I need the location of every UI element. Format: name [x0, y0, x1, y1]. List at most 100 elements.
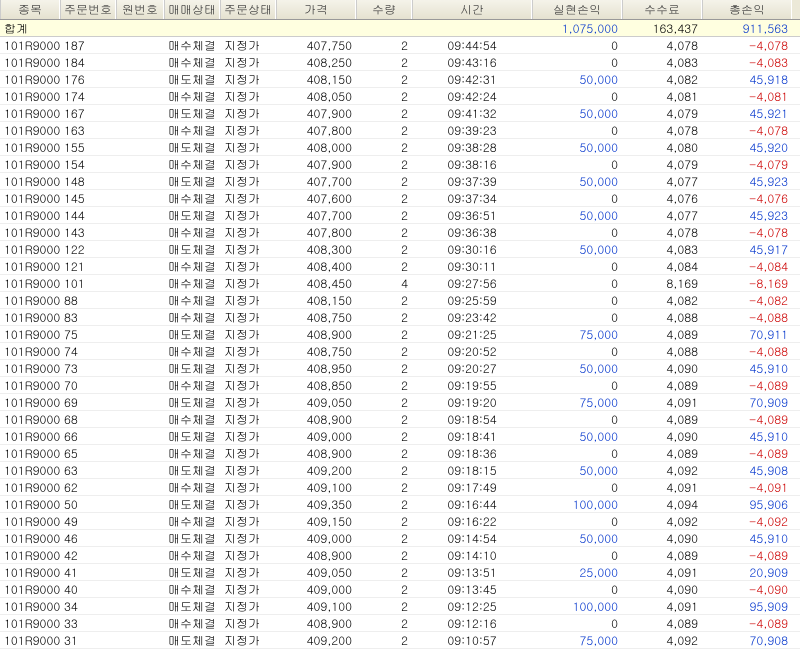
table-row[interactable]: 101R9000143매수체결지정가407,800209:36:3804,078…	[0, 224, 800, 241]
trade-status-cell: 매도체결	[164, 394, 220, 410]
table-row[interactable]: 101R900074매수체결지정가408,750209:20:5204,088-…	[0, 343, 800, 360]
summary-row[interactable]: 합계 1,075,000 163,437 911,563	[0, 20, 800, 37]
table-row[interactable]: 101R900070매수체결지정가408,850209:19:5504,089-…	[0, 377, 800, 394]
order-no-cell: 187	[60, 37, 116, 53]
qty-cell: 2	[356, 530, 412, 546]
trade-status-cell: 매수체결	[164, 224, 220, 240]
table-row[interactable]: 101R900088매수체결지정가408,150209:25:5904,082-…	[0, 292, 800, 309]
order-no-cell: 63	[60, 462, 116, 478]
col-header-8[interactable]: 실현손익	[532, 0, 622, 19]
order-type-cell: 지정가	[220, 326, 276, 342]
trade-status-cell: 매수체결	[164, 479, 220, 495]
table-row[interactable]: 101R9000163매수체결지정가407,800209:39:2304,078…	[0, 122, 800, 139]
table-row[interactable]: 101R9000187매수체결지정가407,750209:44:5404,078…	[0, 37, 800, 54]
price-cell: 409,000	[276, 530, 356, 546]
fee-cell: 4,088	[622, 309, 702, 325]
symbol-cell: 101R9000	[0, 598, 60, 614]
table-row[interactable]: 101R900040매수체결지정가409,000209:13:4504,090-…	[0, 581, 800, 598]
table-row[interactable]: 101R900062매수체결지정가409,100209:17:4904,091-…	[0, 479, 800, 496]
table-row[interactable]: 101R900042매수체결지정가408,900209:14:1004,089-…	[0, 547, 800, 564]
realized-pl-cell: 50,000	[532, 530, 622, 546]
time-cell: 09:21:25	[412, 326, 532, 342]
table-row[interactable]: 101R900073매도체결지정가408,950209:20:2750,0004…	[0, 360, 800, 377]
table-row[interactable]: 101R9000122매도체결지정가408,300209:30:1650,000…	[0, 241, 800, 258]
trade-status-cell: 매수체결	[164, 547, 220, 563]
time-cell: 09:42:31	[412, 71, 532, 87]
qty-cell: 2	[356, 71, 412, 87]
realized-pl-cell: 50,000	[532, 105, 622, 121]
realized-pl-cell: 0	[532, 445, 622, 461]
col-header-6[interactable]: 수량	[356, 0, 412, 19]
table-row[interactable]: 101R900050매도체결지정가409,350209:16:44100,000…	[0, 496, 800, 513]
table-row[interactable]: 101R900065매수체결지정가408,900209:18:3604,089-…	[0, 445, 800, 462]
trade-status-cell: 매수체결	[164, 37, 220, 53]
symbol-cell: 101R9000	[0, 258, 60, 274]
time-cell: 09:19:20	[412, 394, 532, 410]
table-row[interactable]: 101R900049매수체결지정가409,150209:16:2204,092-…	[0, 513, 800, 530]
col-header-5[interactable]: 가격	[276, 0, 356, 19]
qty-cell: 2	[356, 581, 412, 597]
net-pl-cell: -4,089	[702, 411, 792, 427]
fee-cell: 4,094	[622, 496, 702, 512]
table-row[interactable]: 101R900034매도체결지정가409,100209:12:25100,000…	[0, 598, 800, 615]
col-header-10[interactable]: 총손익	[702, 0, 792, 19]
time-cell: 09:42:24	[412, 88, 532, 104]
price-cell: 408,250	[276, 54, 356, 70]
order-type-cell: 지정가	[220, 275, 276, 291]
symbol-cell: 101R9000	[0, 309, 60, 325]
qty-cell: 2	[356, 207, 412, 223]
summary-total: 911,563	[702, 20, 792, 36]
col-header-9[interactable]: 수수료	[622, 0, 702, 19]
col-header-7[interactable]: 시간	[412, 0, 532, 19]
order-no-cell: 42	[60, 547, 116, 563]
price-cell: 407,900	[276, 156, 356, 172]
table-row[interactable]: 101R900083매수체결지정가408,750209:23:4204,088-…	[0, 309, 800, 326]
symbol-cell: 101R9000	[0, 581, 60, 597]
symbol-cell: 101R9000	[0, 343, 60, 359]
table-row[interactable]: 101R900068매수체결지정가408,900209:18:5404,089-…	[0, 411, 800, 428]
table-row[interactable]: 101R9000174매수체결지정가408,050209:42:2404,081…	[0, 88, 800, 105]
col-header-1[interactable]: 주문번호	[60, 0, 116, 19]
table-row[interactable]: 101R9000101매수체결지정가408,450409:27:5608,169…	[0, 275, 800, 292]
realized-pl-cell: 0	[532, 581, 622, 597]
trade-status-cell: 매도체결	[164, 530, 220, 546]
order-type-cell: 지정가	[220, 173, 276, 189]
qty-cell: 2	[356, 615, 412, 631]
table-row[interactable]: 101R9000144매도체결지정가407,700209:36:5150,000…	[0, 207, 800, 224]
trade-status-cell: 매수체결	[164, 581, 220, 597]
net-pl-cell: 45,910	[702, 360, 792, 376]
qty-cell: 2	[356, 241, 412, 257]
table-row[interactable]: 101R9000184매수체결지정가408,250209:43:1604,083…	[0, 54, 800, 71]
orig-no-cell	[116, 360, 164, 376]
table-row[interactable]: 101R900046매도체결지정가409,000209:14:5450,0004…	[0, 530, 800, 547]
col-header-3[interactable]: 매매상태	[164, 0, 220, 19]
realized-pl-cell: 0	[532, 309, 622, 325]
table-row[interactable]: 101R9000176매도체결지정가408,150209:42:3150,000…	[0, 71, 800, 88]
table-row[interactable]: 101R9000121매수체결지정가408,400209:30:1104,084…	[0, 258, 800, 275]
order-no-cell: 75	[60, 326, 116, 342]
table-row[interactable]: 101R9000145매수체결지정가407,600209:37:3404,076…	[0, 190, 800, 207]
price-cell: 407,800	[276, 122, 356, 138]
order-type-cell: 지정가	[220, 156, 276, 172]
table-row[interactable]: 101R9000148매도체결지정가407,700209:37:3950,000…	[0, 173, 800, 190]
price-cell: 408,900	[276, 411, 356, 427]
table-row[interactable]: 101R900033매수체결지정가408,900209:12:1604,089-…	[0, 615, 800, 632]
table-row[interactable]: 101R900063매도체결지정가409,200209:18:1550,0004…	[0, 462, 800, 479]
fee-cell: 4,089	[622, 326, 702, 342]
qty-cell: 2	[356, 54, 412, 70]
table-row[interactable]: 101R9000155매도체결지정가408,000209:38:2850,000…	[0, 139, 800, 156]
time-cell: 09:25:59	[412, 292, 532, 308]
net-pl-cell: 45,923	[702, 173, 792, 189]
orig-no-cell	[116, 309, 164, 325]
orig-no-cell	[116, 598, 164, 614]
table-row[interactable]: 101R9000167매도체결지정가407,900209:41:3250,000…	[0, 105, 800, 122]
table-row[interactable]: 101R9000154매수체결지정가407,900209:38:1604,079…	[0, 156, 800, 173]
col-header-0[interactable]: 종목	[0, 0, 60, 19]
col-header-4[interactable]: 주문상태	[220, 0, 276, 19]
table-row[interactable]: 101R900075매도체결지정가408,900209:21:2575,0004…	[0, 326, 800, 343]
table-row[interactable]: 101R900066매도체결지정가409,000209:18:4150,0004…	[0, 428, 800, 445]
table-row[interactable]: 101R900069매도체결지정가409,050209:19:2075,0004…	[0, 394, 800, 411]
col-header-2[interactable]: 원번호	[116, 0, 164, 19]
table-row[interactable]: 101R900041매도체결지정가409,050209:13:5125,0004…	[0, 564, 800, 581]
time-cell: 09:12:25	[412, 598, 532, 614]
